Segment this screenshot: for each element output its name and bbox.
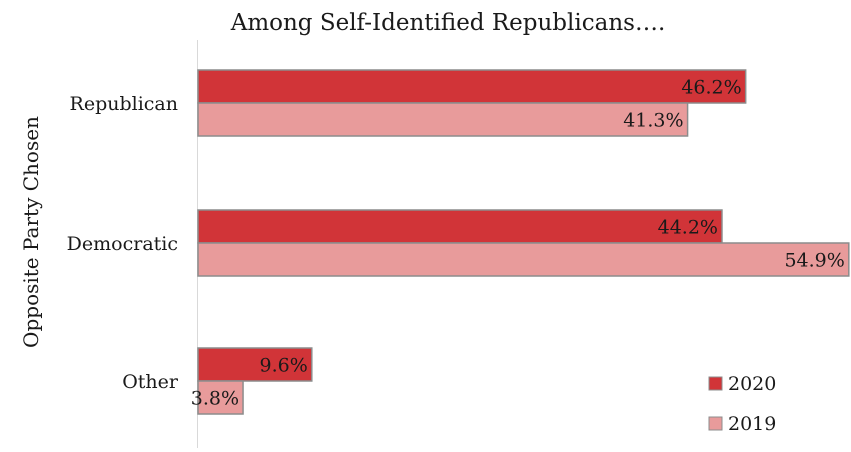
data-label-2019-democratic: 54.9% <box>784 250 844 272</box>
bar-2020-republican <box>197 69 747 104</box>
legend-swatch-2019 <box>708 416 723 431</box>
bar-2019-republican <box>197 102 689 137</box>
bars-layer: Republican 46.2% 41.3% Democratic 44.2% 54.9%… <box>67 69 850 415</box>
legend-label-2020: 2020 <box>728 373 776 395</box>
data-label-2020-other: 9.6% <box>260 355 308 377</box>
legend: 2020 2019 <box>708 373 776 435</box>
legend-swatch-2020 <box>708 376 723 391</box>
category-label-democratic: Democratic <box>67 233 178 255</box>
category-label-other: Other <box>122 371 179 393</box>
legend-label-2019: 2019 <box>728 413 776 435</box>
y-axis-label: Opposite Party Chosen <box>19 116 43 348</box>
bar-2020-democratic <box>197 209 723 244</box>
data-label-2019-republican: 41.3% <box>623 110 683 132</box>
bar-2019-democratic <box>197 242 850 277</box>
chart-title: Among Self-Identified Republicans…. <box>230 10 666 36</box>
category-label-republican: Republican <box>70 93 178 115</box>
bar-2020-other <box>197 347 313 382</box>
data-label-2019-other: 3.8% <box>191 388 239 410</box>
data-label-2020-democratic: 44.2% <box>658 217 718 239</box>
data-label-2020-republican: 46.2% <box>681 77 741 99</box>
bar-2019-other <box>197 380 244 415</box>
